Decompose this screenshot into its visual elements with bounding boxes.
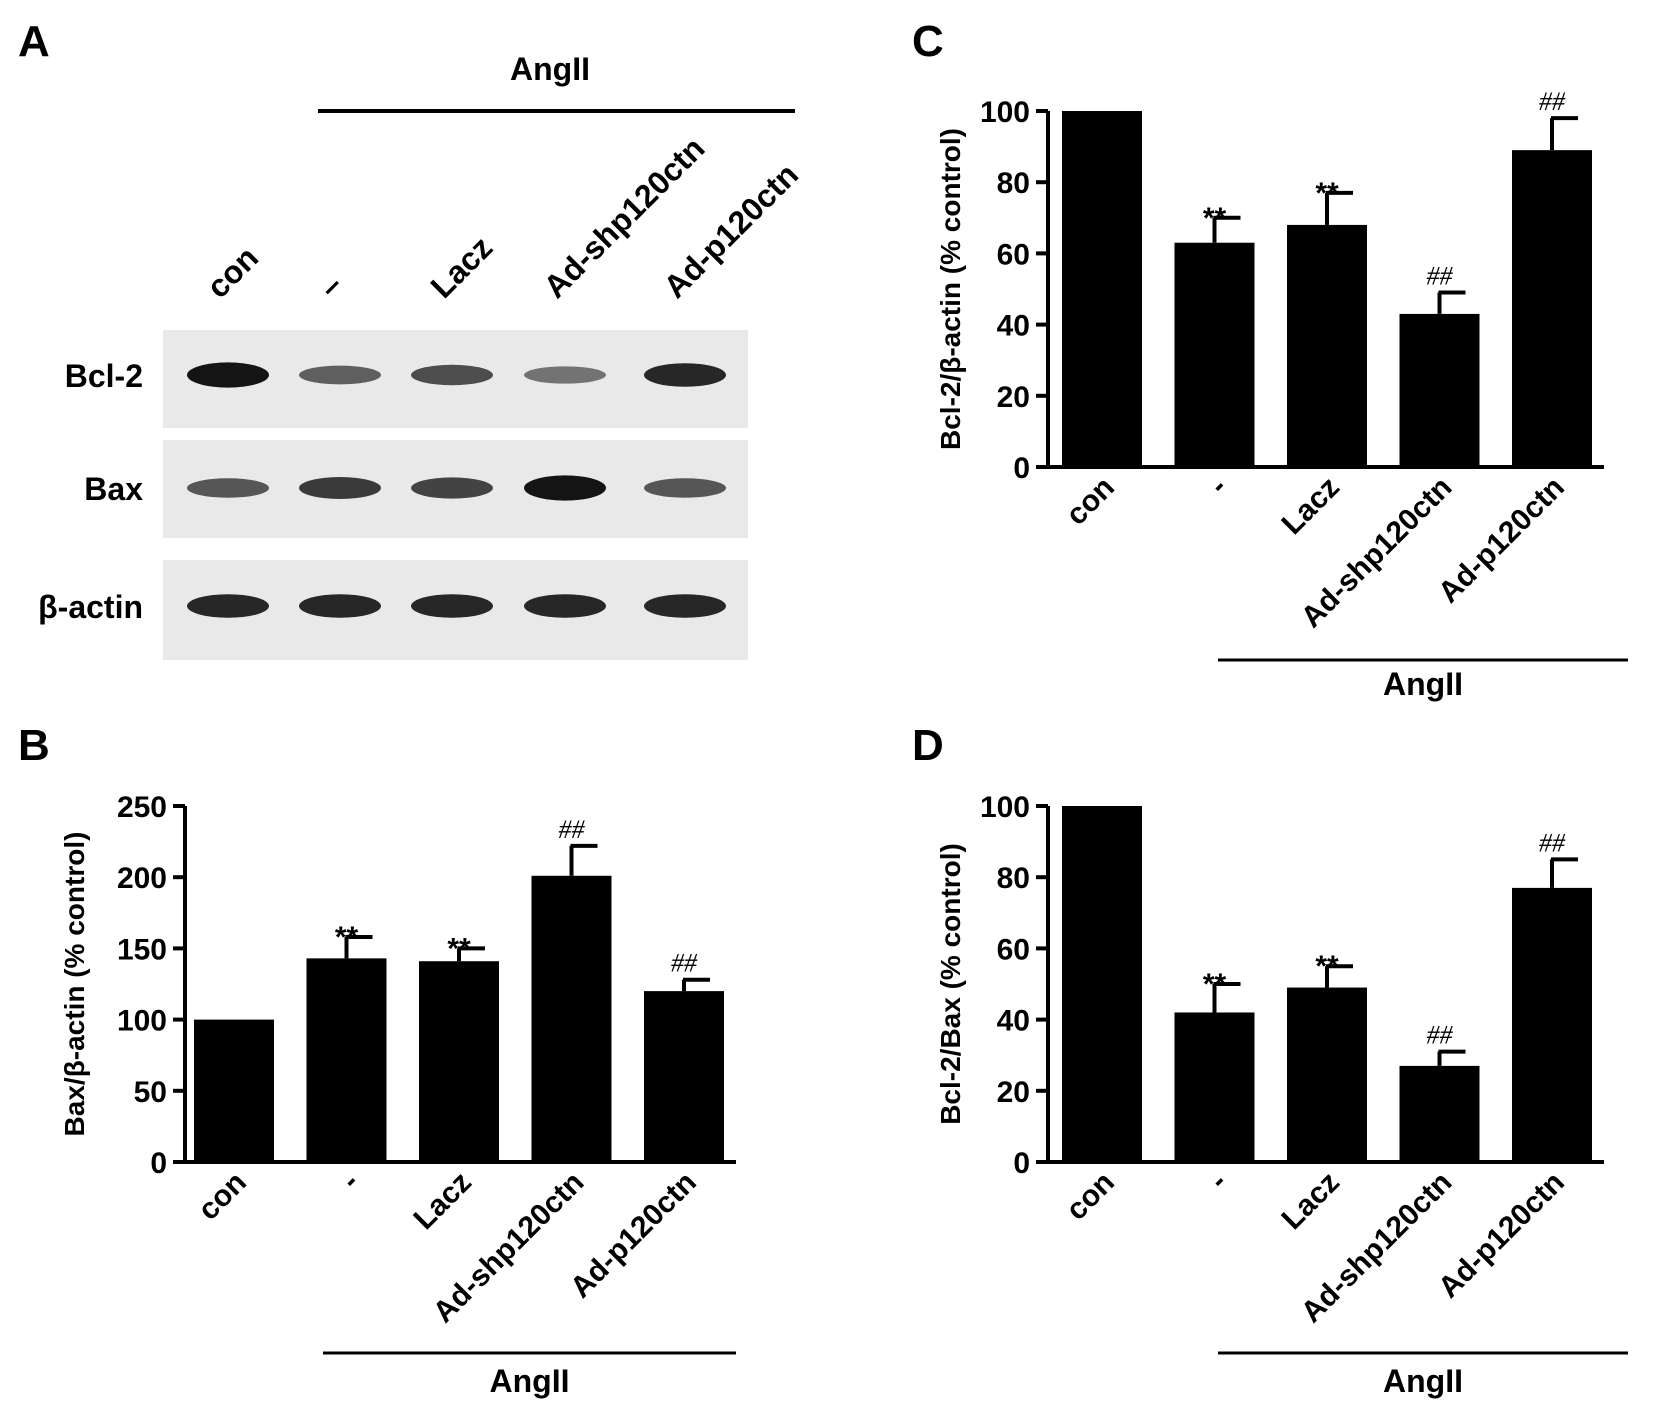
chart0-significance-label: ** [447, 932, 471, 965]
chart1-ytick-label: 20 [997, 381, 1030, 414]
chart0-category-label-con: con [192, 1166, 253, 1227]
chart1-ytick-label: 100 [980, 96, 1030, 129]
blot-band [411, 477, 493, 499]
blot-row-label: β-actin [38, 589, 143, 625]
chart1-ytick-label: 40 [997, 310, 1030, 343]
blot-band [411, 364, 493, 386]
chart0-ytick-label: 100 [117, 1005, 167, 1038]
chart2-bar-none [1174, 1012, 1255, 1162]
chart0-category-label-lacz: Lacz [407, 1166, 478, 1237]
bax-bar-chart: 0 50 100 150 200 250 Bax/β-actin (% control) co… [59, 791, 736, 1399]
blot-band [187, 478, 269, 498]
chart2-bar-con [1062, 806, 1142, 1162]
chart0-bar-ad-shp120ctn [531, 875, 612, 1162]
blot-band [644, 363, 726, 387]
panel-letter-b: B [18, 721, 50, 770]
chart0-significance-label: ## [559, 815, 586, 844]
blot-row-bax: Bax [84, 440, 748, 538]
chart1-significance-label: ## [1427, 262, 1454, 291]
blot-treatment-label: AngII [510, 51, 590, 87]
chart2-ytick-label: 40 [997, 1005, 1030, 1038]
chart2-ytick-label: 100 [980, 791, 1030, 824]
chart1-ytick-label: 0 [1013, 452, 1030, 485]
blot-row-actin: β-actin [38, 560, 748, 660]
chart1-significance-label: ## [1539, 87, 1566, 116]
chart2-ytick-label: 20 [997, 1076, 1030, 1109]
blot-band [299, 365, 381, 385]
chart1-category-label-lacz: Lacz [1275, 471, 1346, 542]
chart0-ytick-label: 50 [134, 1076, 167, 1109]
chart1-bar-none [1174, 242, 1255, 467]
chart1-bar-lacz [1287, 224, 1367, 467]
panel-letter-a: A [18, 17, 50, 66]
chart2-category-label-con: con [1060, 1166, 1121, 1227]
blot-lane-label-none: – [311, 267, 349, 305]
blot-band [187, 594, 269, 618]
chart2-ytick-label: 0 [1013, 1147, 1030, 1180]
blot-row-label: Bcl-2 [65, 358, 143, 394]
chart1-significance-label: ** [1203, 202, 1227, 235]
chart0-bar-ad-p120ctn [644, 991, 724, 1162]
chart1-group-label: AngII [1383, 666, 1463, 702]
chart2-category-label-none: - [1203, 1166, 1233, 1196]
blot-band [299, 477, 381, 499]
blot-row-bcl-2: Bcl-2 [65, 330, 748, 428]
chart2-group-label: AngII [1383, 1363, 1463, 1399]
chart1-y-axis-label: Bcl-2/β-actin (% control) [935, 128, 966, 450]
bcl2-bax-ratio-bar-chart: 0 20 40 60 80 100 Bcl-2/Bax (% control) con ** - *… [935, 791, 1628, 1399]
chart0-y-axis-label: Bax/β-actin (% control) [59, 832, 90, 1137]
chart0-bar-con [194, 1019, 274, 1162]
blot-band [644, 478, 726, 498]
blot-band [187, 362, 269, 388]
blot-band [524, 366, 606, 384]
chart2-y-axis-label: Bcl-2/Bax (% control) [935, 843, 966, 1125]
blot-band [411, 594, 493, 618]
chart1-bar-ad-p120ctn [1512, 150, 1592, 467]
chart1-bar-con [1062, 111, 1142, 467]
chart0-category-label-none: - [335, 1166, 365, 1196]
blot-band [524, 594, 606, 618]
blot-band [299, 594, 381, 618]
chart1-category-label-con: con [1060, 471, 1121, 532]
chart1-significance-label: ** [1315, 177, 1339, 210]
chart0-significance-label: ## [671, 949, 698, 978]
chart2-significance-label: ** [1203, 968, 1227, 1001]
blot-rows: Bcl-2 Bax β-actin [38, 330, 748, 660]
chart2-bar-ad-shp120ctn [1399, 1065, 1480, 1162]
chart1-category-label-none: - [1203, 471, 1233, 501]
chart0-bar-none [306, 958, 387, 1162]
chart2-significance-label: ## [1539, 828, 1566, 857]
chart0-ytick-label: 150 [117, 933, 167, 966]
blot-row-label: Bax [84, 471, 143, 507]
chart1-ytick-label: 80 [997, 167, 1030, 200]
chart2-bar-lacz [1287, 987, 1367, 1162]
chart2-ytick-label: 80 [997, 862, 1030, 895]
bcl2-bar-chart: 0 20 40 60 80 100 Bcl-2/β-actin (% control) con… [935, 87, 1628, 702]
chart1-bar-ad-shp120ctn [1399, 313, 1480, 467]
blot-lane-label-con: con [199, 239, 265, 305]
chart2-category-label-lacz: Lacz [1275, 1166, 1346, 1237]
panel-letter-d: D [912, 721, 944, 770]
chart1-ytick-label: 60 [997, 238, 1030, 271]
chart0-ytick-label: 200 [117, 862, 167, 895]
blot-band [644, 594, 726, 618]
panel-letter-c: C [912, 17, 944, 66]
blot-band [524, 475, 606, 501]
chart0-bar-lacz [419, 961, 499, 1162]
chart2-ytick-label: 60 [997, 933, 1030, 966]
chart0-ytick-label: 0 [150, 1147, 167, 1180]
chart0-group-label: AngII [490, 1363, 570, 1399]
blot-lane-label-lacz: Lacz [423, 229, 499, 305]
chart2-significance-label: ** [1315, 950, 1339, 983]
chart2-bar-ad-p120ctn [1512, 887, 1592, 1162]
chart0-ytick-label: 250 [117, 791, 167, 824]
chart0-significance-label: ** [335, 921, 359, 954]
chart2-significance-label: ## [1427, 1021, 1454, 1050]
